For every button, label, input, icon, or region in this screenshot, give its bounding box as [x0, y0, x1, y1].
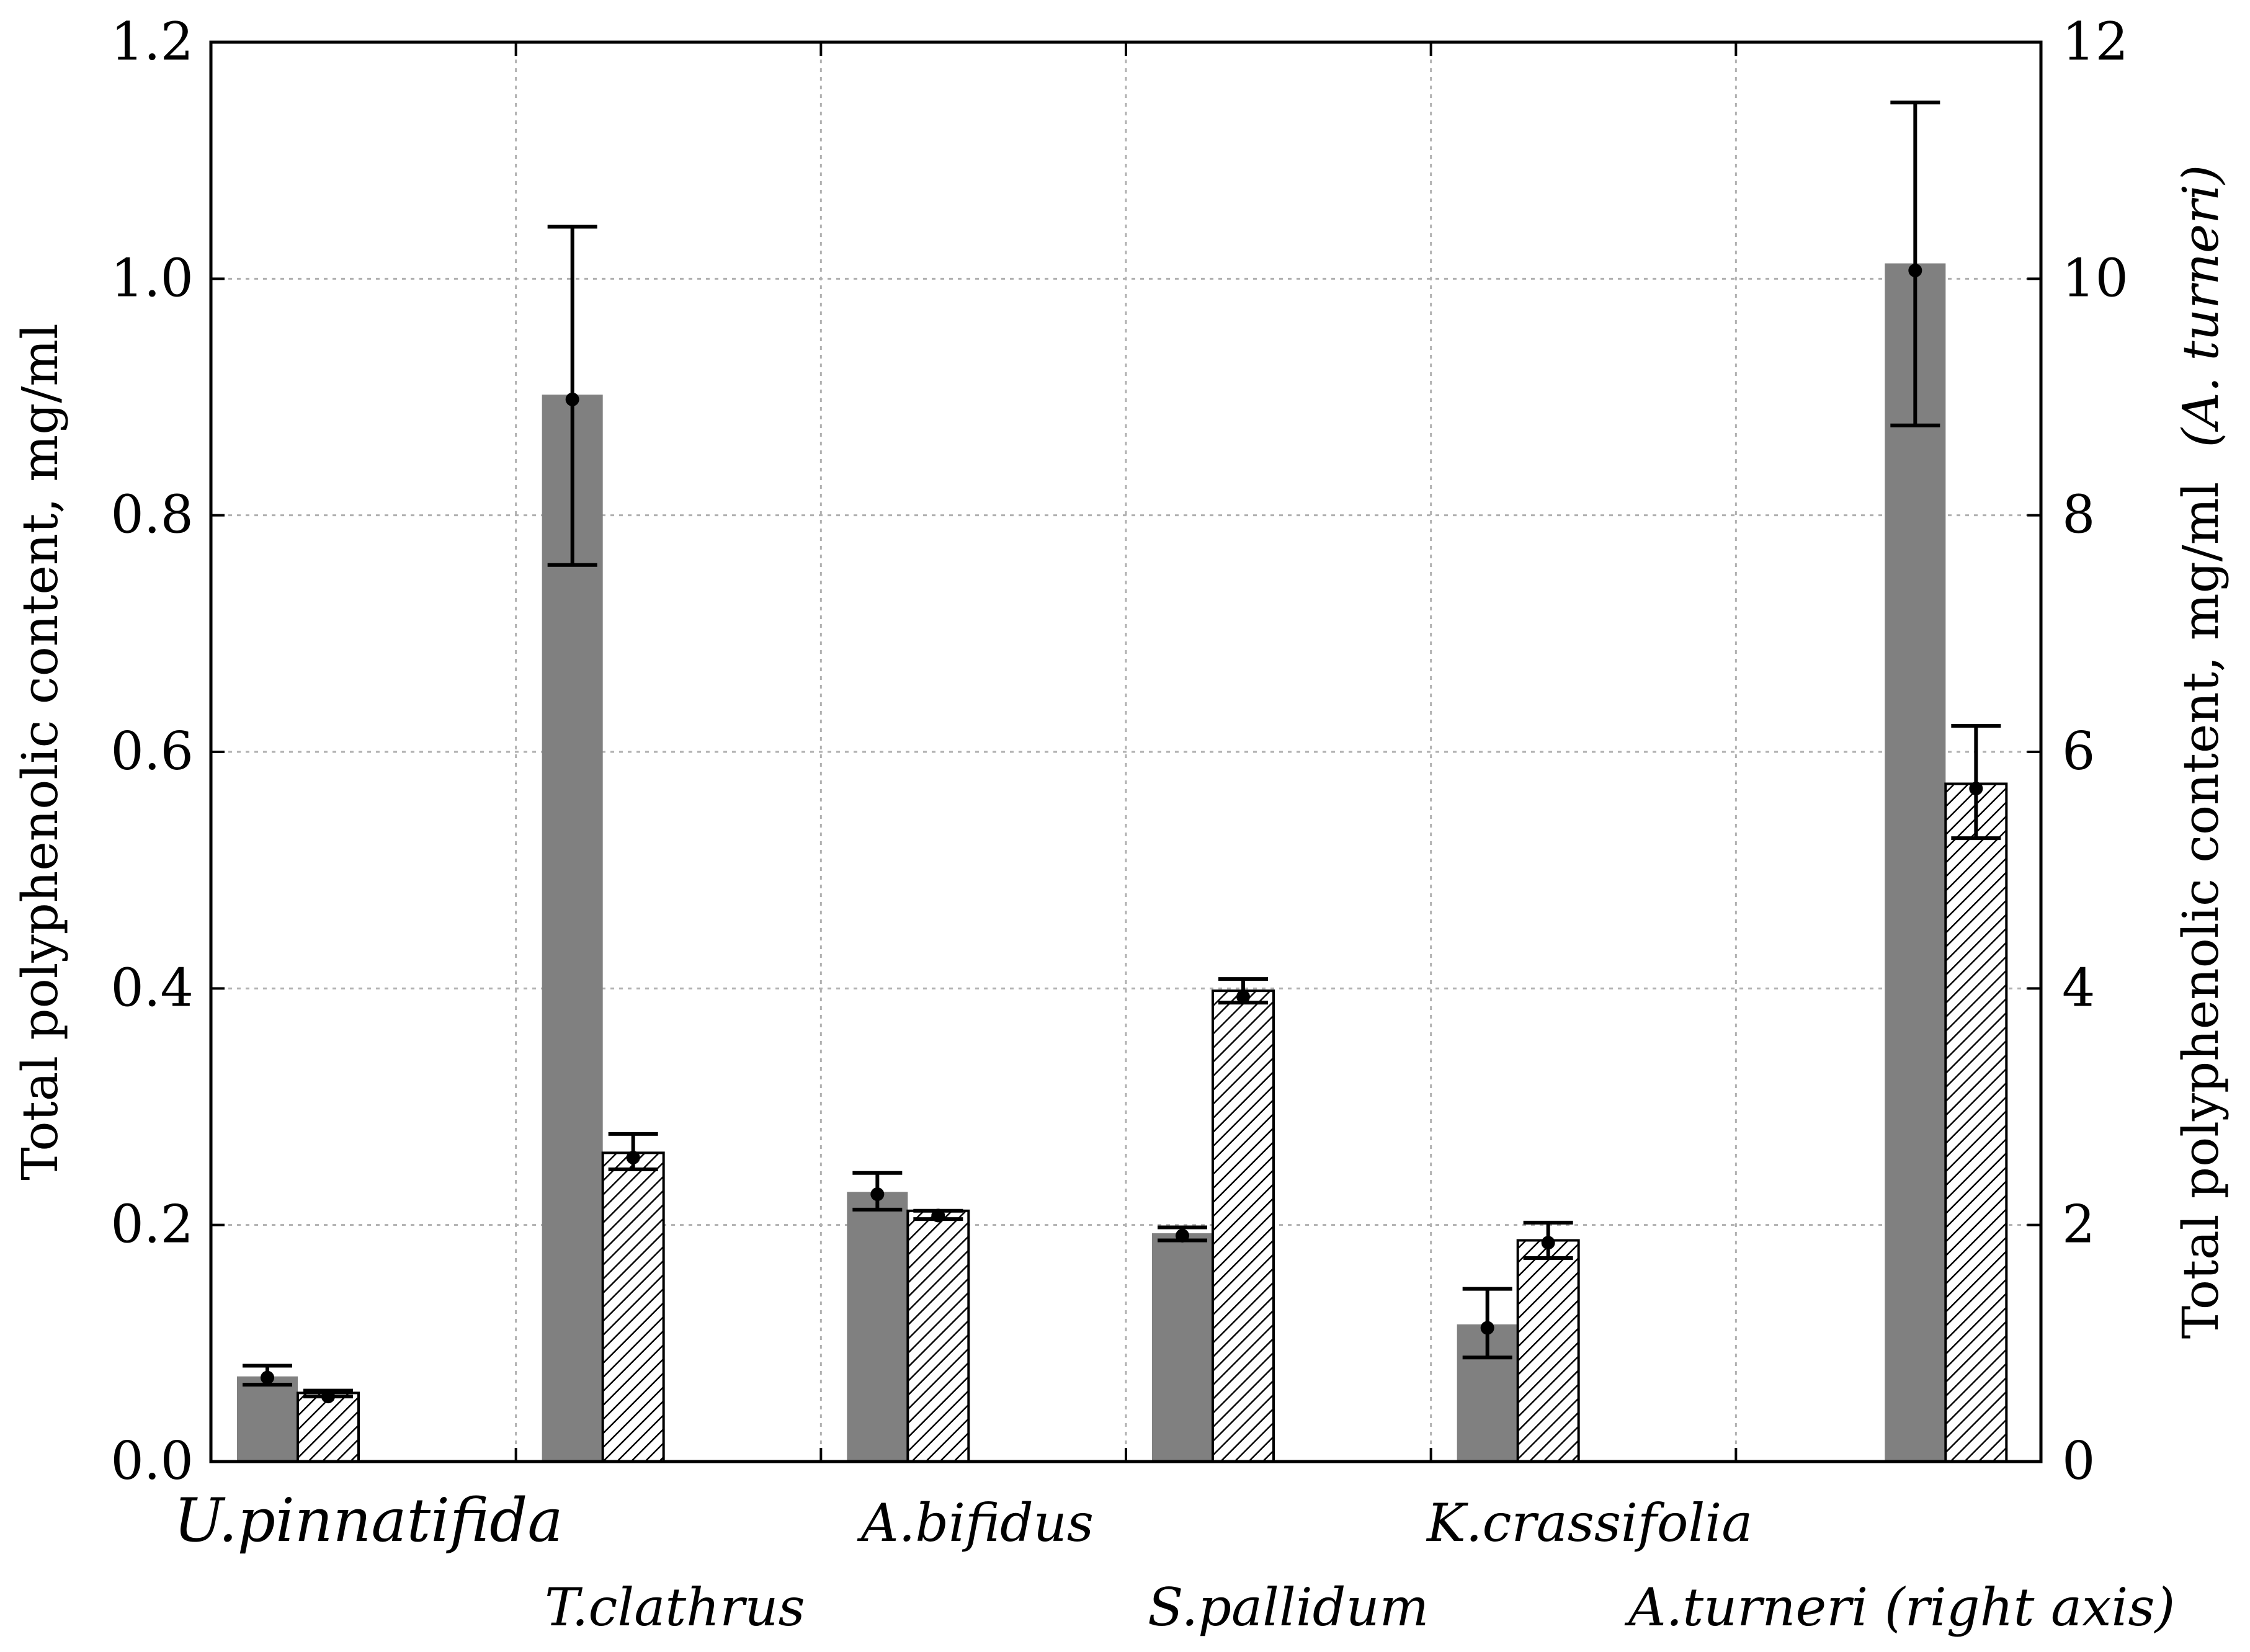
- left-tick-label: 0.8: [110, 484, 194, 545]
- bar-hatched: [1944, 782, 2008, 1463]
- mean-dot: [931, 1208, 945, 1223]
- labels-layer: 0.0 0 0.2 2 0.4 4 0.6 6 0.8 8 1.0 10 1.2 12 U.pinnatif…: [110, 11, 2175, 1638]
- category-label: A.turneri (right axis): [1624, 1577, 2175, 1638]
- right-axis-title-main: Total polyphenolic content, mg/ml: [2172, 482, 2230, 1339]
- right-axis-title: Total polyphenolic content, mg/ml (A. tu…: [2172, 165, 2230, 1339]
- error-bars-layer: [243, 100, 2001, 1404]
- bar-solid: [237, 1376, 298, 1462]
- left-tick-label: 0.0: [110, 1431, 194, 1491]
- bar-hatched: [601, 1151, 665, 1463]
- right-axis-title-suffix: (A. turneri): [2172, 165, 2230, 448]
- bar-hatched: [1212, 989, 1275, 1463]
- bar-solid: [542, 395, 603, 1462]
- mean-dot: [1908, 263, 1922, 277]
- left-tick-label: 1.0: [110, 248, 194, 308]
- category-label: S.pallidum: [1148, 1577, 1429, 1638]
- left-axis-title: Total polyphenolic content, mg/ml: [11, 323, 69, 1180]
- bar-solid: [1885, 263, 1946, 1462]
- grid-layer: [211, 42, 2041, 1462]
- bar-solid: [1152, 1233, 1213, 1462]
- right-tick-label: 0: [2062, 1431, 2095, 1491]
- mean-dot: [261, 1370, 274, 1385]
- bar-hatched: [1516, 1239, 1580, 1463]
- right-tick-label: 6: [2062, 721, 2095, 782]
- mean-dot: [870, 1187, 885, 1202]
- category-label: T.clathrus: [545, 1577, 805, 1638]
- mean-dot: [1236, 989, 1250, 1004]
- left-tick-label: 0.2: [110, 1194, 194, 1255]
- category-label: K.crassifolia: [1426, 1493, 1752, 1553]
- bar-hatched: [906, 1209, 970, 1463]
- right-tick-label: 4: [2062, 957, 2095, 1018]
- left-tick-label: 0.4: [110, 957, 194, 1018]
- right-tick-label: 2: [2062, 1194, 2095, 1255]
- left-tick-label: 0.6: [110, 721, 194, 782]
- mean-dot: [1541, 1236, 1555, 1250]
- right-tick-label: 8: [2062, 484, 2095, 545]
- right-tick-label: 10: [2062, 248, 2128, 308]
- bar-hatched: [297, 1391, 360, 1463]
- ticks-layer: [211, 41, 2041, 1463]
- bar-solid: [847, 1192, 908, 1462]
- mean-dot: [1176, 1228, 1189, 1243]
- bars-layer: [237, 263, 2008, 1463]
- category-label: A.bifidus: [857, 1493, 1094, 1553]
- mean-dot: [321, 1390, 335, 1404]
- mean-dot: [565, 392, 579, 406]
- mean-dot: [1480, 1321, 1494, 1335]
- mean-dot: [1969, 782, 1983, 796]
- right-tick-label: 12: [2062, 11, 2128, 72]
- mean-dot: [626, 1150, 640, 1164]
- category-label: U.pinnatifida: [174, 1486, 563, 1555]
- left-tick-label: 1.2: [110, 11, 194, 72]
